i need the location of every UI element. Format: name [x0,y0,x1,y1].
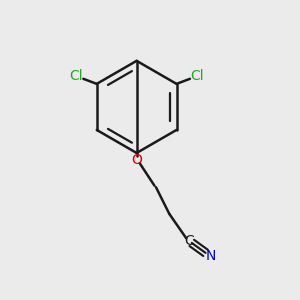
Text: Cl: Cl [190,69,204,83]
Text: O: O [131,152,142,167]
Text: Cl: Cl [69,69,83,83]
Text: C: C [184,234,194,248]
Text: N: N [205,249,215,263]
